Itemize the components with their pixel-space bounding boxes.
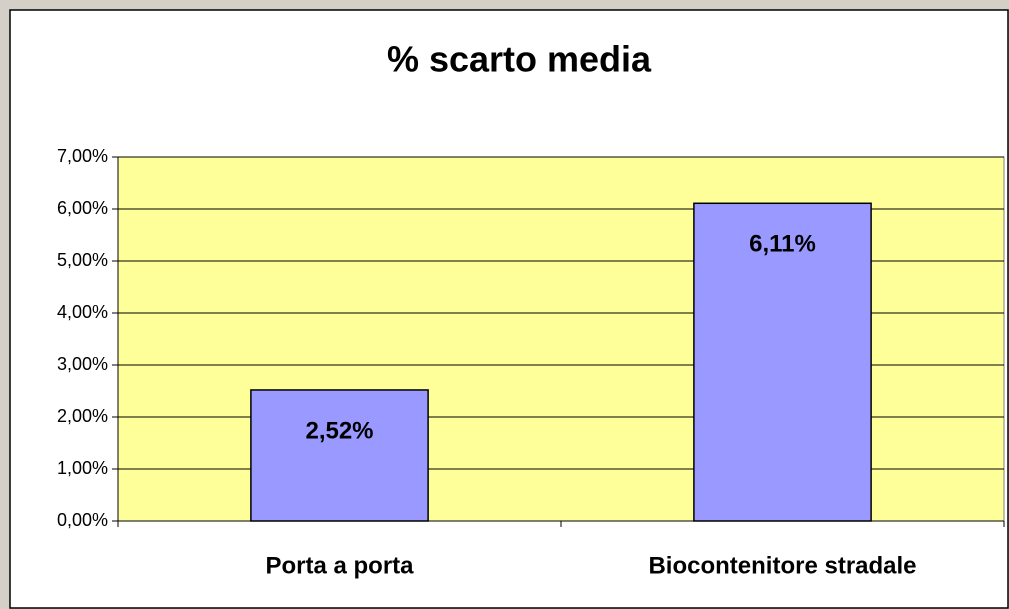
bar <box>250 389 429 522</box>
data-label: 2,52% <box>305 417 373 444</box>
bar <box>693 202 872 522</box>
y-tick-label: 5,00% <box>57 250 108 270</box>
data-label: 6,11% <box>749 231 816 258</box>
y-tick-label: 7,00% <box>57 146 108 166</box>
y-tick-label: 2,00% <box>57 406 108 426</box>
x-tick-label: Biocontenitore stradale <box>648 552 916 579</box>
chart-title: % scarto media <box>387 39 652 80</box>
y-tick-label: 0,00% <box>57 510 108 530</box>
y-tick-label: 3,00% <box>57 354 108 374</box>
x-tick-label: Porta a porta <box>265 552 414 579</box>
y-tick-label: 4,00% <box>57 302 108 322</box>
y-tick-label: 6,00% <box>57 198 108 218</box>
y-tick-label: 1,00% <box>57 458 108 478</box>
